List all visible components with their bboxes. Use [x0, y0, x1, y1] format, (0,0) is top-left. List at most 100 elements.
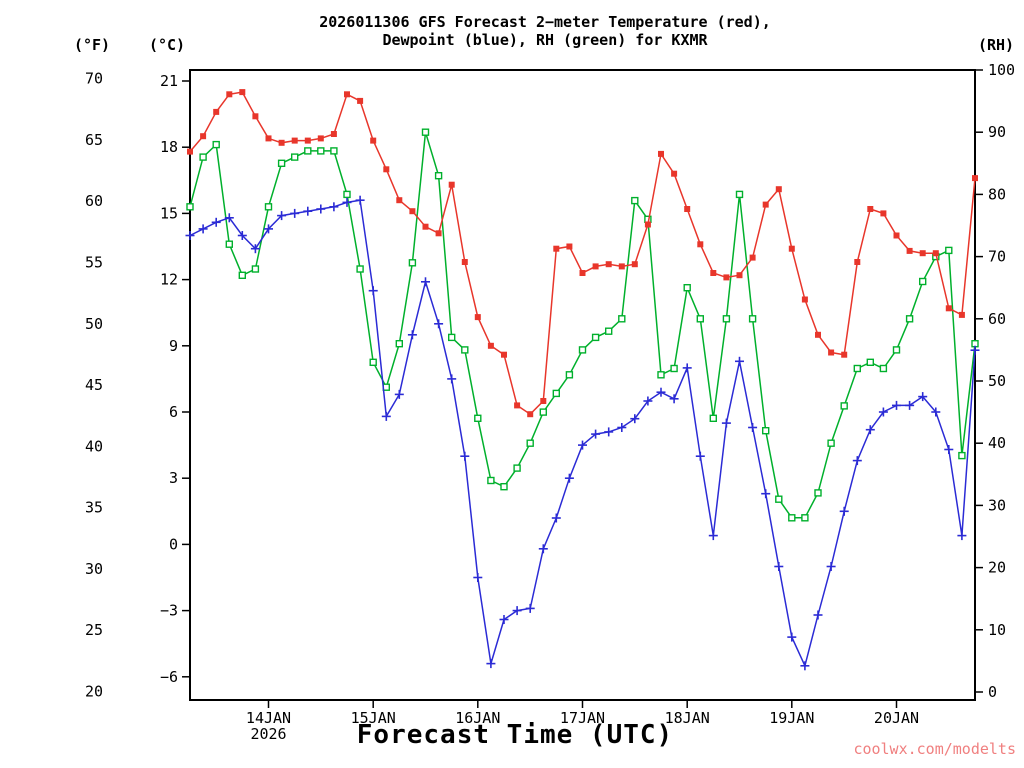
rh-marker — [958, 451, 966, 460]
x-axis-label: Forecast Time (UTC) — [356, 720, 674, 750]
fahrenheit-tick-label: 50 — [85, 315, 103, 333]
rh-tick-label: 90 — [988, 123, 1006, 141]
rh-marker — [853, 364, 861, 373]
temperature-marker — [854, 259, 861, 265]
rh-marker — [186, 203, 194, 211]
rh-tick-label: 50 — [988, 372, 1006, 390]
watermark: coolwx.com/modelts — [853, 740, 1016, 758]
rh-marker — [474, 414, 482, 422]
rh-marker — [264, 203, 273, 211]
temperature-marker — [710, 270, 717, 276]
rh-marker — [461, 346, 469, 354]
temperature-marker — [932, 250, 939, 257]
temperature-marker — [736, 272, 743, 279]
celsius-tick-label: 9 — [169, 337, 178, 355]
rh-marker — [251, 265, 260, 273]
rh-tick-label: 60 — [988, 310, 1006, 328]
rh-marker — [683, 284, 691, 292]
temperature-marker — [252, 113, 259, 120]
fahrenheit-tick-label: 60 — [85, 192, 103, 210]
rh-tick-label: 20 — [988, 559, 1006, 577]
temperature-marker — [448, 181, 455, 188]
temperature-marker — [514, 402, 521, 409]
celsius-tick-label: 21 — [160, 72, 178, 90]
rh-marker — [814, 489, 822, 497]
rh-marker — [434, 171, 443, 180]
x-tick-label: 18JAN — [665, 709, 710, 727]
rh-marker — [304, 147, 312, 155]
x-tick-label: 17JAN — [560, 709, 605, 727]
temperature-marker — [330, 131, 337, 137]
rh-marker — [238, 271, 247, 279]
rh-marker — [356, 265, 364, 273]
x-tick-label: 19JAN — [769, 709, 814, 727]
temperature-marker — [226, 91, 233, 98]
rh-axis-label: (RH) — [977, 36, 1015, 54]
fahrenheit-tick-label: 65 — [85, 131, 103, 149]
rh-tick-label: 80 — [988, 185, 1006, 203]
celsius-tick-label: 6 — [169, 403, 178, 421]
temperature-marker — [344, 91, 350, 98]
rh-marker — [578, 346, 587, 354]
temperature-marker — [684, 206, 691, 212]
celsius-axis-label: (°C) — [148, 36, 186, 54]
temperature-marker — [187, 148, 193, 155]
rh-marker — [840, 402, 848, 410]
celsius-tick-label: 18 — [160, 138, 178, 156]
rh-marker — [317, 147, 325, 155]
rh-marker — [631, 196, 639, 205]
temperature-marker — [501, 351, 507, 358]
rh-marker — [369, 358, 377, 366]
rh-marker — [945, 246, 953, 255]
rh-marker — [395, 340, 403, 348]
rh-marker — [722, 315, 731, 323]
rh-tick-label: 70 — [988, 248, 1006, 266]
celsius-tick-label: −6 — [160, 668, 178, 686]
temperature-marker — [357, 97, 364, 104]
temperature-marker — [749, 254, 756, 261]
rh-tick-label: 10 — [988, 621, 1006, 639]
temperature-marker — [919, 250, 926, 257]
rh-marker — [827, 439, 835, 447]
rh-marker — [487, 476, 495, 485]
temperature-marker — [370, 137, 377, 144]
fahrenheit-tick-label: 55 — [85, 254, 103, 272]
rh-marker — [735, 190, 744, 199]
temperature-marker — [239, 89, 246, 96]
rh-marker — [892, 346, 901, 354]
temperature-marker — [396, 197, 403, 204]
temperature-marker — [265, 135, 272, 142]
rh-marker — [212, 140, 220, 149]
rh-marker — [408, 259, 417, 267]
rh-marker — [199, 153, 207, 161]
temperature-marker — [422, 223, 429, 230]
rh-tick-label: 30 — [988, 496, 1006, 514]
temperature-marker — [540, 398, 547, 404]
temperature-marker — [317, 135, 324, 142]
rh-marker — [421, 128, 430, 136]
celsius-tick-label: 15 — [160, 204, 178, 222]
rh-marker — [526, 439, 534, 447]
celsius-tick-label: 3 — [169, 469, 178, 487]
rh-marker — [618, 315, 626, 323]
temperature-marker — [631, 261, 638, 268]
temperature-marker — [213, 108, 220, 115]
temperature-marker — [553, 245, 560, 252]
rh-marker — [291, 153, 299, 161]
temperature-marker — [788, 245, 795, 252]
celsius-tick-label: −3 — [160, 602, 178, 620]
rh-marker — [905, 315, 914, 323]
temperature-marker — [723, 274, 730, 281]
temperature-marker — [958, 311, 965, 318]
temperature-marker — [775, 186, 782, 193]
rh-marker — [748, 315, 757, 323]
rh-marker — [801, 514, 809, 522]
fahrenheit-tick-label: 25 — [85, 621, 103, 639]
fahrenheit-tick-label: 35 — [85, 499, 103, 517]
rh-marker — [879, 364, 888, 373]
temperature-marker — [383, 166, 390, 173]
temperature-marker — [579, 270, 586, 276]
temperature-marker — [972, 175, 978, 182]
